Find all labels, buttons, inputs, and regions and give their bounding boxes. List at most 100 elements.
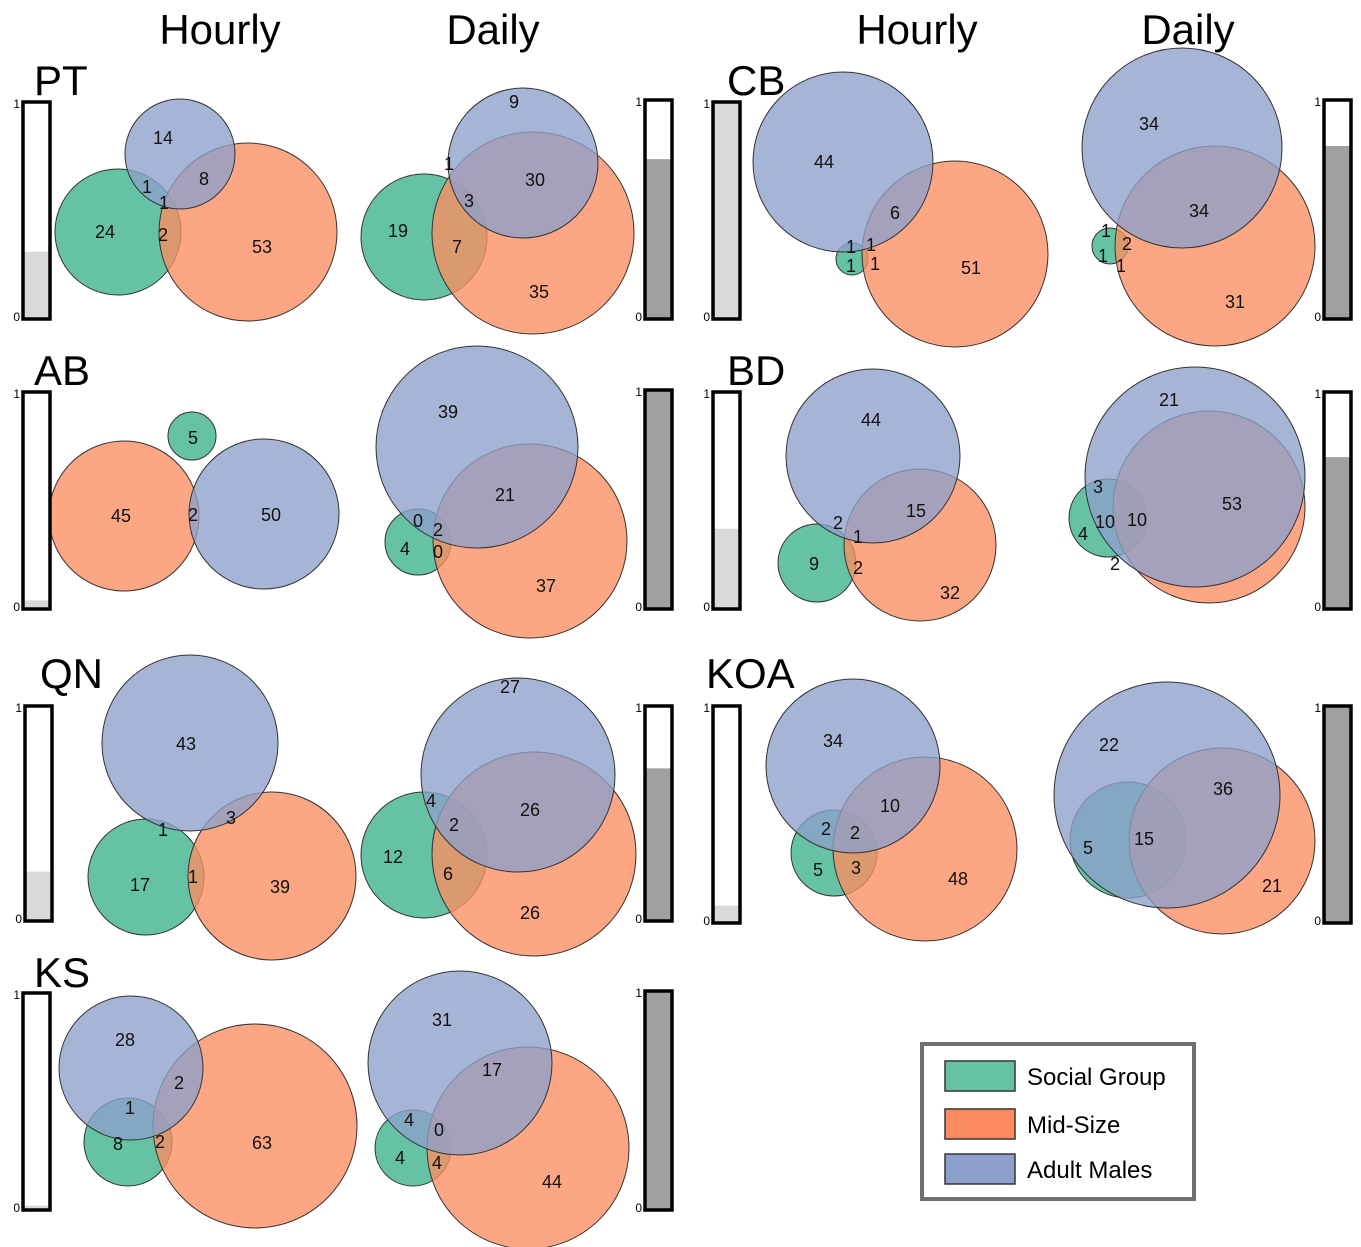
ab-daily-count-label: 0	[433, 542, 443, 562]
koa-hourly-bar-tick-0: 0	[703, 914, 710, 928]
legend-swatch-mid-size	[944, 1108, 1016, 1140]
pt-daily-count-label: 30	[525, 170, 545, 190]
cb-hourly-count-label: 51	[961, 258, 981, 278]
koa-hourly-count-label: 10	[880, 796, 900, 816]
koa-hourly-count-label: 48	[948, 869, 968, 889]
bd-daily-count-label: 21	[1159, 390, 1179, 410]
koa-daily-circle-adult-males	[1053, 681, 1281, 909]
bd-daily-count-label: 53	[1222, 494, 1242, 514]
pt-daily-count-label: 19	[388, 221, 408, 241]
ks-hourly-count-label: 2	[155, 1132, 165, 1152]
ab-hourly-count-label: 50	[261, 505, 281, 525]
bd-daily-count-label: 3	[1093, 477, 1103, 497]
qn-daily-count-label: 26	[520, 800, 540, 820]
qn-daily-count-label: 26	[520, 903, 540, 923]
bd-daily-circle-adult-males	[1084, 366, 1306, 588]
koa-hourly-count-label: 3	[851, 858, 861, 878]
cb-hourly-circle-adult-males	[752, 71, 934, 253]
qn-hourly-circle-mid-size	[187, 791, 357, 961]
ab-daily-bar-fill	[645, 390, 672, 609]
ks-daily-bar-fill	[645, 991, 672, 1210]
bd-daily-bar-fill	[1324, 457, 1351, 609]
qn-hourly-count-label: 43	[176, 734, 196, 754]
legend-label-adult-males: Adult Males	[1027, 1157, 1152, 1184]
bd-hourly-bar-tick-1: 1	[703, 387, 710, 401]
cb-hourly-bar-tick-0: 0	[703, 310, 710, 324]
bd-hourly-count-label: 44	[861, 410, 881, 430]
cb-hourly-bar-frame	[711, 100, 742, 321]
ks-daily-bar-tick-0: 0	[635, 1201, 642, 1215]
qn-hourly-count-label: 17	[130, 875, 150, 895]
bd-daily-count-label: 2	[1110, 554, 1120, 574]
qn-hourly-bar-frame	[23, 704, 54, 923]
bd-daily-count-label: 4	[1078, 524, 1088, 544]
legend: Social Group Mid-Size Adult Males	[920, 1042, 1196, 1201]
ab-hourly-bar-fill	[23, 600, 50, 609]
ks-hourly-count-label: 2	[174, 1073, 184, 1093]
cb-daily-count-label: 34	[1189, 201, 1209, 221]
ks-daily-count-label: 31	[432, 1010, 452, 1030]
koa-daily-count-label: 21	[1262, 876, 1282, 896]
site-label-ks: KS	[34, 949, 90, 996]
pt-hourly-bar-frame	[21, 100, 52, 321]
pt-daily-count-label: 3	[464, 191, 474, 211]
ab-daily-circle-adult-males	[375, 345, 579, 549]
panel-qn: QN 43 17 39 1 3 1 27 26 26 42 12 6 1 0 1 0	[15, 650, 674, 961]
site-label-pt: PT	[34, 57, 88, 104]
ks-daily-circle-adult-males	[367, 970, 553, 1156]
header-left-hourly: Hourly	[159, 6, 280, 53]
header-right-daily: Daily	[1141, 6, 1234, 53]
koa-hourly-count-label: 2	[821, 819, 831, 839]
ab-hourly-bar-tick-0: 0	[13, 600, 20, 614]
bd-daily-bar-tick-1: 1	[1314, 387, 1321, 401]
qn-daily-bar-tick-0: 0	[635, 912, 642, 926]
ks-hourly-bar-frame	[21, 991, 52, 1212]
ks-daily-count-label: 4	[404, 1110, 414, 1130]
ks-hourly-count-label: 63	[252, 1133, 272, 1153]
ks-daily-bar-tick-1: 1	[635, 986, 642, 1000]
ks-hourly-bar-fill	[23, 1205, 50, 1210]
bd-hourly-count-label: 9	[809, 554, 819, 574]
koa-hourly-bar-fill	[713, 905, 740, 923]
ab-hourly-bar-tick-1: 1	[13, 387, 20, 401]
pt-hourly-circle-adult-males	[124, 98, 236, 210]
koa-hourly-count-label: 34	[823, 731, 843, 751]
pt-daily-bar-tick-0: 0	[635, 310, 642, 324]
ks-daily-count-label: 4	[432, 1153, 442, 1173]
ab-daily-count-label: 37	[536, 576, 556, 596]
ab-daily-bar-tick-0: 0	[635, 600, 642, 614]
cb-daily-circle-adult-males	[1081, 47, 1283, 249]
ks-daily-count-label: 4	[395, 1148, 405, 1168]
qn-hourly-count-label: 3	[226, 808, 236, 828]
bd-hourly-count-label: 2	[853, 558, 863, 578]
bd-hourly-count-label: 1	[853, 527, 863, 547]
legend-swatch-adult-males	[944, 1153, 1016, 1185]
ab-daily-bar-frame	[643, 388, 674, 611]
site-label-qn: QN	[40, 650, 103, 697]
bd-hourly-count-label: 32	[940, 583, 960, 603]
ab-daily-count-label: 21	[495, 485, 515, 505]
ab-hourly-bar-frame	[21, 390, 52, 611]
ks-daily-bar-frame	[643, 989, 674, 1212]
pt-hourly-count-label: 14	[153, 128, 173, 148]
bd-hourly-bar-tick-0: 0	[703, 600, 710, 614]
legend-label-social-group: Social Group	[1027, 1064, 1166, 1091]
qn-hourly-count-label: 39	[270, 877, 290, 897]
cb-daily-count-label: 31	[1225, 292, 1245, 312]
ks-hourly-circle-adult-males	[58, 995, 204, 1141]
qn-daily-circle-adult-males	[420, 677, 616, 873]
pt-hourly-bar-tick-1: 1	[13, 97, 20, 111]
bd-hourly-bar-fill	[713, 528, 740, 609]
koa-daily-count-label: 15	[1134, 829, 1154, 849]
qn-hourly-count-label: 1	[158, 820, 168, 840]
koa-hourly-count-label: 5	[813, 860, 823, 880]
cb-daily-count-label: 2	[1122, 234, 1132, 254]
legend-swatch-social-group	[944, 1060, 1016, 1092]
koa-daily-count-label: 5	[1083, 838, 1093, 858]
